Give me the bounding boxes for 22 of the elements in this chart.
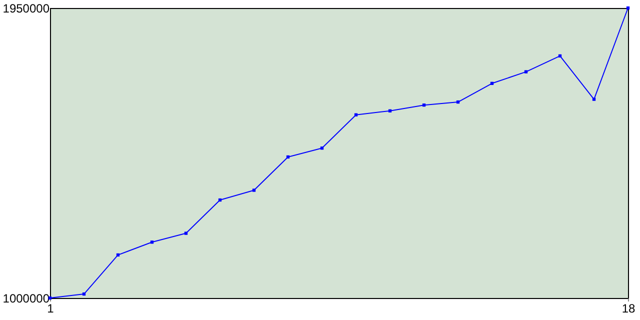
point	[422, 103, 426, 107]
point	[490, 82, 494, 85]
point	[184, 232, 188, 235]
point	[116, 253, 120, 257]
y-tick-label: 1000000	[2, 292, 50, 306]
x-tick-label: 1	[47, 302, 54, 316]
point	[252, 188, 256, 192]
point	[558, 54, 562, 58]
x-tick-label: 18	[622, 302, 636, 316]
point	[592, 98, 596, 101]
point	[524, 70, 528, 74]
point	[388, 109, 392, 112]
point	[354, 113, 358, 116]
line-series	[48, 6, 630, 300]
point	[218, 198, 222, 202]
point	[82, 292, 86, 296]
point	[286, 155, 290, 159]
point	[626, 6, 630, 10]
y-tick-label: 1950000	[2, 2, 50, 16]
point	[150, 240, 154, 244]
point	[320, 146, 324, 150]
point	[456, 100, 460, 104]
